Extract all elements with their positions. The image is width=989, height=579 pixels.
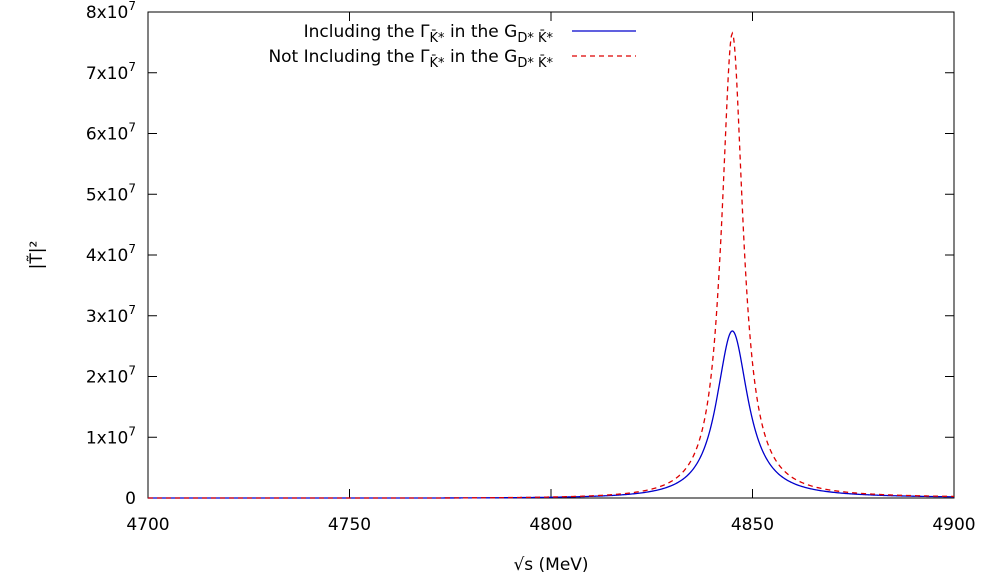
y-tick-label: 0 <box>125 489 136 509</box>
x-tick-label: 4750 <box>328 515 371 535</box>
x-tick-label: 4850 <box>731 515 774 535</box>
x-axis-title: √s (MeV) <box>513 555 588 575</box>
y-tick-label: 7x107 <box>86 60 136 84</box>
y-tick-label: 3x107 <box>86 303 136 327</box>
x-tick-label: 4800 <box>529 515 572 535</box>
series-layer <box>148 31 955 499</box>
y-tick-label: 4x107 <box>86 242 136 266</box>
y-tick-label: 2x107 <box>86 364 136 388</box>
tick-labels: 4700 4750 4800 4850 4900 0 1x107 2x107 3x107 4x10… <box>86 0 976 535</box>
x-tick-label: 4700 <box>126 515 169 535</box>
legend-label-1: Including the ΓK̄* in the GD* K̄* <box>304 22 554 46</box>
series-line-2 <box>148 31 955 499</box>
y-tick-label: 8x107 <box>86 0 136 23</box>
legend: Including the ΓK̄* in the GD* K̄*Not Inc… <box>268 22 636 71</box>
ticks <box>147 11 955 499</box>
plot-frame <box>147 11 955 499</box>
x-tick-label: 4900 <box>932 515 975 535</box>
series-line-1 <box>148 330 955 499</box>
legend-label-2: Not Including the ΓK̄* in the GD* K̄* <box>268 47 553 71</box>
y-tick-label: 1x107 <box>86 424 136 448</box>
y-tick-label: 5x107 <box>86 181 136 205</box>
y-axis-title: |T̃|² <box>26 241 47 270</box>
y-tick-label: 6x107 <box>86 121 136 145</box>
